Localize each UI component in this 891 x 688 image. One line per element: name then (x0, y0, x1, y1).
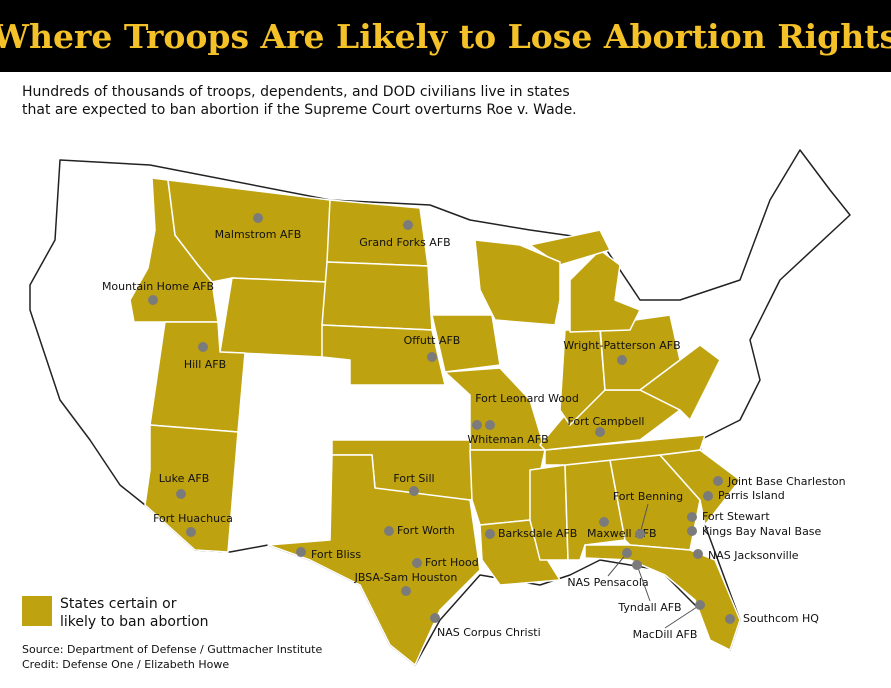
subtitle: Hundreds of thousands of troops, depende… (22, 84, 570, 100)
state (584, 544, 741, 651)
base-label: NAS Pensacola (567, 576, 648, 589)
legend-label: States certain or (60, 596, 177, 612)
base-marker (430, 613, 440, 623)
base-marker (472, 420, 482, 430)
base-label: Grand Forks AFB (359, 236, 450, 249)
base-label: Fort Stewart (702, 510, 770, 523)
state (267, 454, 481, 666)
base-label: Maxwell AFB (587, 527, 657, 540)
state (544, 434, 706, 466)
state (321, 261, 433, 331)
base-label: Fort Benning (613, 490, 683, 503)
base-label: Fort Hood (425, 556, 479, 569)
base-label: Fort Worth (397, 524, 455, 537)
base-label: Parris Island (718, 489, 785, 502)
base-label: Wright-Patterson AFB (563, 339, 680, 352)
state (326, 199, 429, 267)
base-label: Tyndall AFB (617, 601, 681, 614)
base-label: Fort Leonard Wood (475, 392, 579, 405)
base-marker (176, 489, 186, 499)
credit: Credit: Defense One / Elizabeth Howe (22, 658, 229, 671)
state (144, 424, 239, 553)
base-label: Mountain Home AFB (102, 280, 214, 293)
base-marker (632, 560, 642, 570)
base-label: Fort Campbell (568, 415, 645, 428)
leader-line (636, 564, 651, 602)
base-marker (599, 517, 609, 527)
base-label: MacDill AFB (633, 628, 698, 641)
base-marker (427, 352, 437, 362)
base-label: Hill AFB (184, 358, 226, 371)
base-label: Kings Bay Naval Base (702, 525, 822, 538)
state (529, 464, 569, 561)
state (219, 277, 328, 358)
legend-label: likely to ban abortion (60, 614, 209, 630)
base-label: Whiteman AFB (467, 433, 548, 446)
base-label: NAS Jacksonville (708, 549, 799, 562)
base-label: Fort Bliss (311, 548, 361, 561)
base-marker (198, 342, 208, 352)
state (321, 324, 446, 386)
state (639, 344, 721, 421)
base-label: Offutt AFB (404, 334, 461, 347)
base-label: Malmstrom AFB (215, 228, 302, 241)
base-marker (703, 491, 713, 501)
base-label: Fort Huachuca (153, 512, 233, 525)
source: Source: Department of Defense / Guttmach… (22, 643, 322, 656)
base-label: Southcom HQ (743, 612, 819, 625)
base-marker (412, 558, 422, 568)
base-marker (687, 512, 697, 522)
title-bar (0, 0, 891, 72)
base-marker (403, 220, 413, 230)
leader-line (639, 503, 649, 535)
base-marker (186, 527, 196, 537)
base-label: JBSA-Sam Houston (354, 571, 458, 584)
ban-states (129, 177, 741, 666)
base-marker (595, 427, 605, 437)
base-marker (409, 486, 419, 496)
base-marker (401, 586, 411, 596)
base-marker (693, 549, 703, 559)
base-marker (148, 295, 158, 305)
base-label: NAS Corpus Christi (437, 626, 541, 639)
base-label: Fort Sill (393, 472, 434, 485)
subtitle: that are expected to ban abortion if the… (22, 102, 577, 118)
base-label: Luke AFB (159, 472, 210, 485)
title: Where Troops Are Likely to Lose Abortion… (0, 17, 891, 56)
state (431, 314, 501, 373)
bases: Malmstrom AFB Grand Forks AFB Mountain Hom… (102, 213, 846, 641)
base-marker (713, 476, 723, 486)
base-label: Barksdale AFB (498, 527, 577, 540)
base-marker (695, 600, 705, 610)
state (474, 239, 561, 326)
leader-line (664, 604, 701, 629)
legend-swatch (22, 596, 52, 626)
base-marker (384, 526, 394, 536)
base-marker (485, 529, 495, 539)
base-label: Joint Base Charleston (727, 475, 846, 488)
base-marker (617, 355, 627, 365)
base-marker (253, 213, 263, 223)
base-marker (485, 420, 495, 430)
base-marker (687, 526, 697, 536)
base-marker (635, 529, 645, 539)
base-marker (296, 547, 306, 557)
base-marker (725, 614, 735, 624)
base-marker (622, 548, 632, 558)
